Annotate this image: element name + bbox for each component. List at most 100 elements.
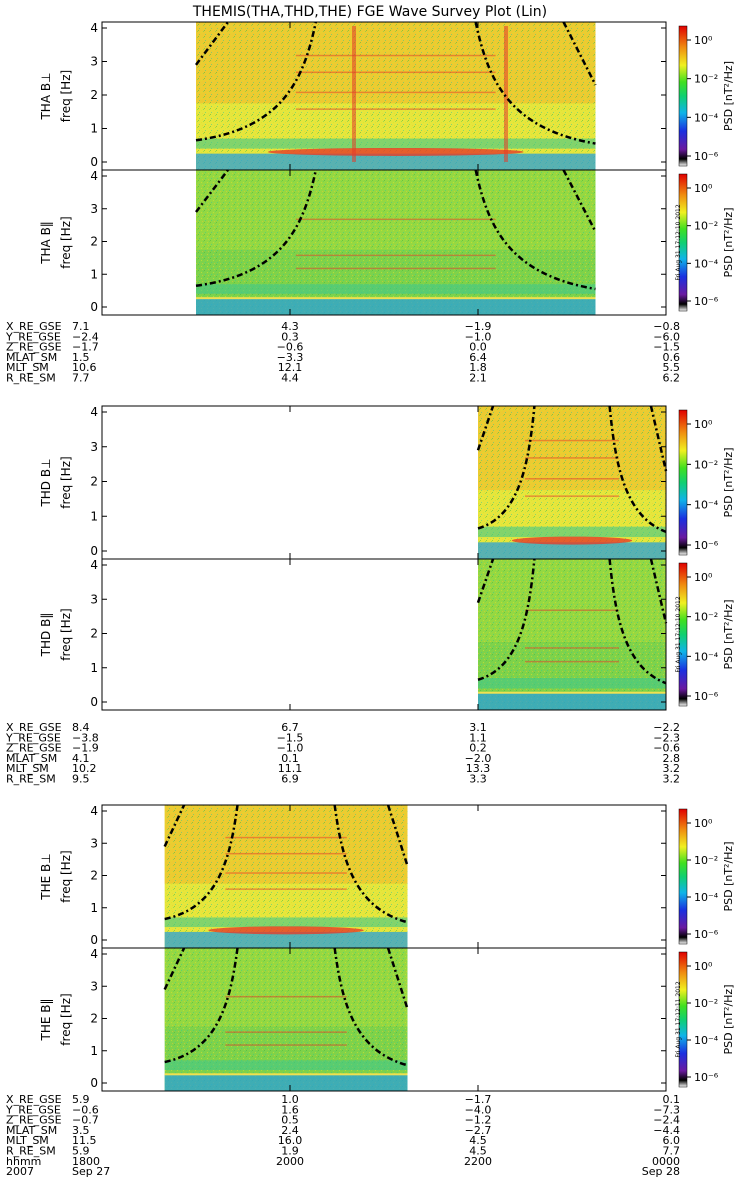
ephemeris-value: 7.7 — [663, 1145, 681, 1158]
ephemeris-value: 0.1 — [663, 1093, 681, 1106]
ephemeris-value: 5.9 — [72, 1093, 90, 1106]
panel-thd-bperp: 0 1 2 3 4 THD B⊥ freq [Hz] 10⁰ 10⁻² 10⁻⁴ 10⁻⁶ PSD [… — [39, 405, 735, 560]
lowest-freq-band — [164, 1074, 408, 1091]
freq-tick-label: 3 — [90, 202, 98, 216]
colorbar-label: PSD [nT²/Hz] — [722, 207, 735, 277]
freq-axis-label: freq [Hz] — [59, 70, 73, 122]
ephemeris-value: −1.2 — [465, 1114, 492, 1127]
ephemeris-row-name: R_RE_SM — [6, 773, 56, 786]
spectral-line — [225, 836, 347, 839]
colorbar — [678, 409, 688, 556]
spectral-line — [295, 267, 496, 270]
gyrofrequency-curve — [386, 947, 409, 1010]
power-peak — [208, 926, 364, 935]
colorbar — [678, 808, 688, 945]
ephemeris-value: 4.1 — [72, 752, 90, 765]
freq-tick-label: 4 — [90, 804, 98, 818]
gyrofrequency-curve — [163, 947, 186, 991]
gyrofrequency-curve — [474, 21, 596, 145]
freq-tick-label: 4 — [90, 21, 98, 35]
colorbar — [678, 951, 688, 1088]
panel-the-bperp: 0 1 2 3 4 THE B⊥ freq [Hz] 10⁰ 10⁻² 10⁻⁴ 10⁻⁶ PSD [… — [39, 804, 735, 949]
freq-tick-label: 3 — [90, 979, 98, 993]
ephemeris-value: 2200 — [464, 1155, 492, 1168]
ephemeris-value: −0.6 — [72, 1103, 99, 1116]
gyrofrequency-curve — [194, 21, 229, 66]
colorbar-tick-label: 10⁻⁶ — [694, 928, 719, 941]
ephemeris-value: 1.8 — [469, 361, 487, 374]
gyrofrequency-curve — [333, 947, 408, 1067]
colorbar-tick-label: 10⁻² — [694, 997, 718, 1010]
gyrofrequency-curve — [164, 804, 239, 921]
power-peak — [267, 147, 524, 156]
freq-tick-label: 2 — [90, 235, 98, 249]
gyrofrequency-curve — [477, 558, 536, 681]
ephemeris-the: X_RE_GSE 5.9 1.0 −1.7 0.1 Y_RE_GSE −0.6 1.6 −4.0… — [5, 1093, 680, 1168]
spectral-line — [525, 495, 619, 497]
spectral-line — [295, 218, 496, 221]
ephemeris-row-name: Y_RE_GSE — [5, 731, 61, 744]
spectral-line — [525, 478, 619, 480]
ephemeris-row-name: MLAT_SM — [6, 351, 57, 364]
spectral-line — [225, 995, 347, 998]
colorbar-tick-label: 10⁻⁶ — [694, 1071, 719, 1084]
freq-tick-label: 1 — [90, 267, 98, 281]
ephemeris-value: −4.0 — [465, 1103, 492, 1116]
ephemeris-value: −2.0 — [465, 752, 492, 765]
freq-tick-label: 3 — [90, 55, 98, 69]
gyrofrequency-curve — [608, 405, 667, 534]
freq-tick-label: 1 — [90, 509, 98, 523]
ephemeris-value: −2.4 — [72, 330, 99, 343]
ephemeris-value: 6.9 — [281, 773, 299, 786]
ephemeris-value: 1.1 — [469, 731, 487, 744]
ephemeris-value: 11.5 — [72, 1134, 97, 1147]
freq-tick-label: 4 — [90, 405, 98, 419]
colorbar — [678, 562, 688, 707]
ephemeris-value: 6.4 — [469, 351, 487, 364]
freq-axis-label: freq [Hz] — [59, 216, 73, 268]
spectral-line — [196, 297, 596, 300]
power-peak — [511, 536, 633, 545]
lowest-freq-band — [164, 931, 408, 948]
gyrofrequency-curve — [195, 169, 229, 213]
spectral-line — [525, 647, 619, 649]
ephemeris-row-name: MLT_SM — [6, 361, 49, 374]
colorbar-tick-label: 10⁻² — [694, 854, 718, 867]
ephemeris-value: 1800 — [72, 1155, 100, 1168]
ephemeris-value: 6.7 — [281, 721, 299, 734]
freq-tick-label: 2 — [90, 869, 98, 883]
ephemeris-value: −1.9 — [72, 742, 99, 755]
ephemeris-value: 13.3 — [466, 762, 491, 775]
spectral-line — [525, 457, 619, 459]
freq-tick-label: 0 — [90, 933, 98, 947]
colorbar-tick-label: 10⁻⁴ — [694, 650, 719, 663]
spectral-line — [525, 439, 619, 442]
colorbar-tick-label: 10⁰ — [694, 571, 713, 584]
freq-tick-label: 1 — [90, 661, 98, 675]
ephemeris-value: −1.5 — [653, 341, 680, 354]
start-date-label: Sep 27 — [72, 1165, 110, 1178]
ephemeris-row-name: X_RE_GSE — [6, 721, 62, 734]
ephemeris-value: 4.5 — [469, 1134, 487, 1147]
ephemeris-value: 12.1 — [278, 361, 303, 374]
spectral-line — [225, 852, 347, 855]
colorbar-tick-label: 10⁻⁶ — [694, 539, 719, 552]
ephemeris-value: 10.2 — [72, 762, 97, 775]
ephemeris-row-name: Z_RE_GSE — [6, 341, 62, 354]
ephemeris-value: 9.5 — [72, 773, 90, 786]
ephemeris-row-name: hhmm — [6, 1155, 41, 1168]
gyrofrequency-curve — [163, 804, 186, 848]
colorbar-tick-label: 10⁻⁴ — [694, 499, 719, 512]
timestamp-label: Fri Aug 31 17:12:10 2012 — [675, 204, 682, 281]
ephemeris-value: 1.0 — [281, 1093, 299, 1106]
colorbar-label: PSD [nT²/Hz] — [722, 447, 735, 517]
low-freq-band — [478, 526, 666, 538]
ephemeris-row-name: Y_RE_GSE — [5, 1103, 61, 1116]
lowest-freq-band — [196, 153, 596, 170]
panel-frame — [101, 169, 667, 316]
spectral-line — [295, 254, 496, 257]
gyrofrequency-curve — [333, 804, 408, 924]
ephemeris-value: −7.3 — [653, 1103, 680, 1116]
ephemeris-value: −6.0 — [653, 330, 680, 343]
